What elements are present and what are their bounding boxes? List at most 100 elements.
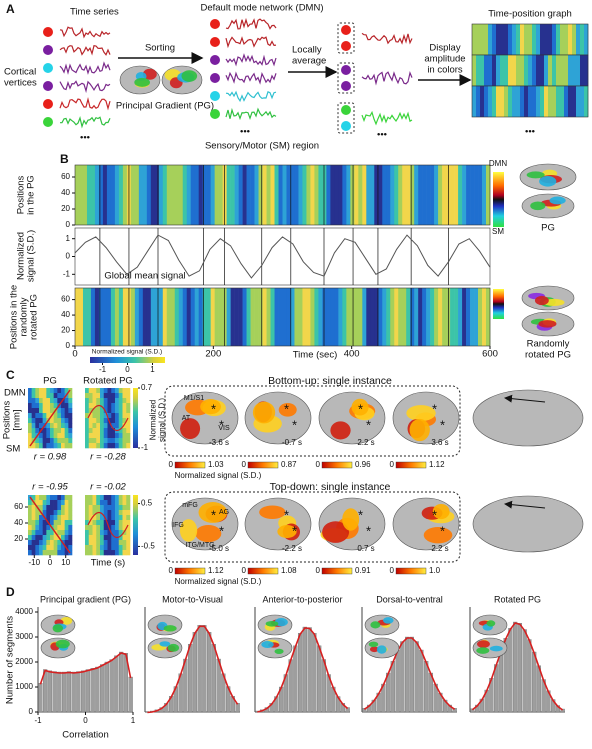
- heatmap-stripe: [560, 86, 565, 117]
- brain-patch: [134, 77, 150, 87]
- heatmap-stripe: [516, 24, 521, 55]
- bar: [81, 670, 86, 713]
- brain-patch: [167, 643, 180, 652]
- bar: [498, 650, 503, 713]
- time-series-trace: [225, 90, 277, 103]
- heatmap-stripe: [516, 86, 521, 117]
- heatmap-cell: [107, 550, 112, 556]
- brain-patch: [330, 421, 351, 440]
- heatmap-cell: [88, 505, 93, 511]
- brain-patch: [265, 620, 279, 627]
- heatmap-cell: [39, 535, 43, 541]
- heatmap-cell: [31, 398, 36, 404]
- label: Positions: [16, 175, 27, 214]
- heatmap-cell: [57, 550, 62, 556]
- heatmap-cell: [88, 398, 93, 404]
- heatmap-cell: [126, 408, 131, 414]
- heatmap-stripe: [394, 288, 399, 346]
- heatmap-cell: [126, 540, 131, 546]
- heatmap-stripe: [322, 165, 327, 225]
- brain-patch: [477, 640, 490, 648]
- heatmap-cell: [126, 423, 131, 429]
- heatmap-stripe: [326, 288, 331, 346]
- heatmap-cell: [42, 520, 47, 526]
- heatmap-cell: [68, 505, 73, 511]
- heatmap-cell: [103, 500, 108, 506]
- heatmap-cell: [96, 505, 101, 511]
- heatmap-cell: [92, 530, 97, 536]
- brain-patch: [489, 645, 503, 652]
- heatmap-cell: [118, 505, 123, 511]
- heatmap-cell: [28, 408, 32, 414]
- heatmap-cell: [39, 413, 43, 419]
- heatmap-cell: [64, 403, 69, 409]
- heatmap-cell: [92, 393, 97, 399]
- colorbar-tick-label: -0.5: [141, 542, 155, 551]
- heatmap-cell: [68, 413, 73, 419]
- heatmap-stripe: [580, 24, 585, 55]
- heatmap-cell: [39, 550, 43, 556]
- bar: [206, 632, 212, 713]
- brain-patch: [351, 398, 369, 416]
- heatmap-stripe: [214, 288, 219, 346]
- label: B: [60, 152, 69, 166]
- label: Normalized: [149, 400, 158, 440]
- heatmap-frame: [74, 287, 491, 347]
- heatmap-cell: [111, 550, 116, 556]
- heatmap-cell: [107, 520, 112, 526]
- heatmap-cell: [118, 443, 123, 449]
- heatmap-cell: [64, 428, 69, 434]
- vertex-dot: [43, 81, 53, 91]
- heatmap-cell: [88, 535, 93, 541]
- heatmap-cell: [111, 428, 116, 434]
- label: 0: [390, 460, 395, 469]
- heatmap-cell: [64, 423, 69, 429]
- colorbar: [174, 567, 206, 575]
- bar: [43, 669, 48, 713]
- heatmap-stripe: [358, 288, 363, 346]
- heatmap-cell: [39, 403, 43, 409]
- heatmap-cell: [88, 520, 93, 526]
- y-tick-label: 0: [66, 252, 71, 261]
- heatmap-stripe: [102, 165, 108, 225]
- label: Randomly: [527, 339, 570, 350]
- x-tick-label: 600: [482, 349, 498, 360]
- heatmap-stripe: [138, 288, 144, 346]
- heatmap-cell: [92, 433, 97, 439]
- heatmap-cell: [92, 535, 97, 541]
- heatmap-cell: [118, 403, 123, 409]
- heatmap-stripe: [86, 165, 92, 225]
- heatmap-cell: [122, 495, 127, 501]
- heatmap-stripe: [552, 24, 557, 55]
- heatmap-cell: [46, 393, 51, 399]
- colorbar: [493, 289, 504, 319]
- heatmap-stripe: [182, 288, 188, 346]
- heatmap-stripe: [134, 288, 140, 346]
- heatmap-cell: [31, 428, 36, 434]
- heatmap-cell: [126, 418, 131, 424]
- star: *: [211, 507, 216, 522]
- heatmap-cell: [122, 423, 127, 429]
- vertex-dot: [210, 37, 220, 47]
- brain-patch: [406, 405, 436, 422]
- heatmap-cell: [28, 433, 32, 439]
- heatmap-stripe: [206, 288, 211, 346]
- heatmap-cell: [64, 550, 69, 556]
- heatmap-stripe: [402, 165, 407, 225]
- dotted-box: [164, 491, 461, 563]
- heatmap-cell: [61, 423, 65, 429]
- heatmap-cell: [53, 545, 58, 551]
- heatmap-stripe: [82, 165, 88, 225]
- time-series-trace: [225, 36, 277, 49]
- heatmap-cell: [61, 393, 65, 399]
- heatmap-stripe: [438, 165, 443, 225]
- heatmap-cell: [118, 393, 123, 399]
- colorbar: [321, 461, 353, 469]
- heatmap-cell: [122, 520, 127, 526]
- heatmap-cell: [88, 495, 93, 501]
- heatmap-stripe: [414, 165, 419, 225]
- heatmap-cell: [50, 495, 54, 501]
- x-tick-label: -1: [34, 716, 42, 725]
- heatmap-cell: [39, 408, 43, 414]
- heatmap-cell: [46, 438, 51, 444]
